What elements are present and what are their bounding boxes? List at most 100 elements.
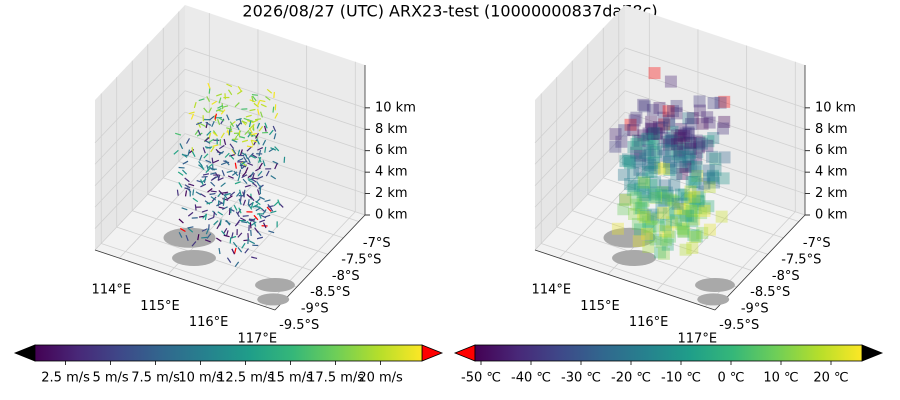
wind-arrow xyxy=(229,191,236,197)
land xyxy=(172,250,216,266)
wind-arrow xyxy=(216,202,223,207)
voxel xyxy=(675,156,688,169)
wind-arrow xyxy=(197,129,201,136)
voxel xyxy=(643,135,656,148)
voxel xyxy=(675,129,688,142)
wind-arrow xyxy=(234,221,240,227)
wind-arrow xyxy=(210,181,216,187)
voxel xyxy=(685,205,698,218)
y-tick-label: -8.5°S xyxy=(310,285,350,300)
voxel xyxy=(624,118,637,131)
wind-arrow xyxy=(218,190,224,196)
voxel xyxy=(702,135,715,148)
voxel xyxy=(655,188,668,201)
voxel xyxy=(637,208,650,221)
wind-arrow xyxy=(260,103,267,108)
grid-line xyxy=(572,210,753,272)
voxel xyxy=(689,230,702,243)
wind-arrow xyxy=(184,190,188,197)
z-tick-label: 4 km xyxy=(375,165,408,180)
grid-line xyxy=(587,193,768,255)
x-tick-label: 117°E xyxy=(678,331,718,346)
voxel xyxy=(653,220,666,233)
z-tick-label: 10 km xyxy=(375,100,416,115)
x-tick-label: 117°E xyxy=(238,331,278,346)
wind-arrow xyxy=(178,218,184,224)
voxel xyxy=(652,121,665,134)
wind-arrow xyxy=(213,220,219,226)
wind-arrow xyxy=(204,137,210,142)
voxel xyxy=(660,192,673,205)
wind-arrow xyxy=(241,152,248,157)
wind-arrow xyxy=(241,139,249,143)
voxel xyxy=(673,145,686,158)
voxel xyxy=(684,191,697,204)
wind-arrow xyxy=(185,234,189,242)
voxel xyxy=(714,96,727,109)
voxel xyxy=(673,132,686,145)
voxel xyxy=(677,223,690,236)
voxel xyxy=(680,192,693,205)
voxel xyxy=(706,169,719,182)
y-tick-label: -7.5°S xyxy=(781,252,821,267)
voxel xyxy=(686,241,699,254)
voxel xyxy=(627,179,640,192)
wind-arrow xyxy=(243,189,246,196)
voxel xyxy=(676,222,689,235)
voxel xyxy=(679,209,692,222)
wind-arrow xyxy=(256,181,261,187)
voxel xyxy=(657,143,670,156)
voxel xyxy=(663,118,676,131)
grid-line xyxy=(132,210,313,272)
pane-back xyxy=(625,5,805,215)
colorbar-extend-low xyxy=(13,344,36,362)
pane-bottom xyxy=(535,155,805,310)
wind-arrow xyxy=(194,204,197,211)
colorbar-tick-label: 12.5 m/s xyxy=(217,371,274,386)
wind-arrow xyxy=(255,118,262,121)
wind-arrow xyxy=(232,148,237,155)
voxel xyxy=(659,149,672,162)
voxel xyxy=(662,138,675,151)
wind-arrow xyxy=(237,157,244,162)
voxel xyxy=(631,134,644,147)
wind-arrow xyxy=(274,163,278,170)
wind-arrow xyxy=(178,232,183,238)
wind-arrow xyxy=(223,228,228,234)
voxel xyxy=(656,186,669,199)
wind-arrow xyxy=(247,157,251,164)
wind-arrow xyxy=(218,206,225,210)
voxel xyxy=(657,206,670,219)
grid-line xyxy=(94,47,186,144)
wind-arrow xyxy=(251,154,258,159)
voxel xyxy=(682,209,695,222)
wind-arrow xyxy=(206,96,211,102)
wind-arrow xyxy=(203,107,209,113)
wind-arrow xyxy=(250,178,257,183)
voxel xyxy=(626,183,639,196)
wind-arrow xyxy=(247,119,254,123)
colorbar-tick-label: -50 ℃ xyxy=(461,371,501,386)
colorbar-tick-label: 5 m/s xyxy=(92,371,128,386)
grid-line xyxy=(624,68,806,130)
voxel xyxy=(677,225,690,238)
colorbar-tick-label: 20 m/s xyxy=(358,371,403,386)
voxel xyxy=(659,233,672,246)
grid-line xyxy=(603,177,784,239)
wind-arrow xyxy=(213,159,220,164)
colorbar-tick-label: 17.5 m/s xyxy=(307,371,364,386)
x-tick-label: 116°E xyxy=(629,315,669,330)
voxel xyxy=(690,201,703,214)
z-tick-label: 2 km xyxy=(815,186,848,201)
voxel xyxy=(649,176,662,189)
voxel xyxy=(709,152,722,165)
wind-arrow xyxy=(234,162,237,169)
voxel xyxy=(696,226,709,239)
wind-arrow xyxy=(270,147,277,151)
wind-arrow xyxy=(258,125,264,132)
voxel xyxy=(668,195,681,208)
wind-arrow xyxy=(217,177,224,181)
wind-arrow xyxy=(206,201,213,205)
x-tick-label: 116°E xyxy=(189,315,229,330)
wind-arrow xyxy=(210,172,217,175)
